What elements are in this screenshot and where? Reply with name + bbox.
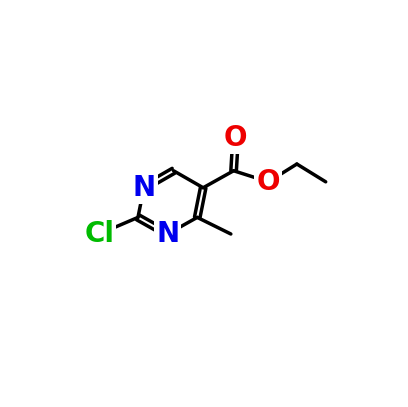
Text: N: N — [156, 220, 179, 248]
Text: O: O — [257, 168, 280, 196]
Text: Cl: Cl — [84, 220, 114, 248]
Text: N: N — [132, 174, 155, 202]
Text: O: O — [224, 124, 247, 151]
